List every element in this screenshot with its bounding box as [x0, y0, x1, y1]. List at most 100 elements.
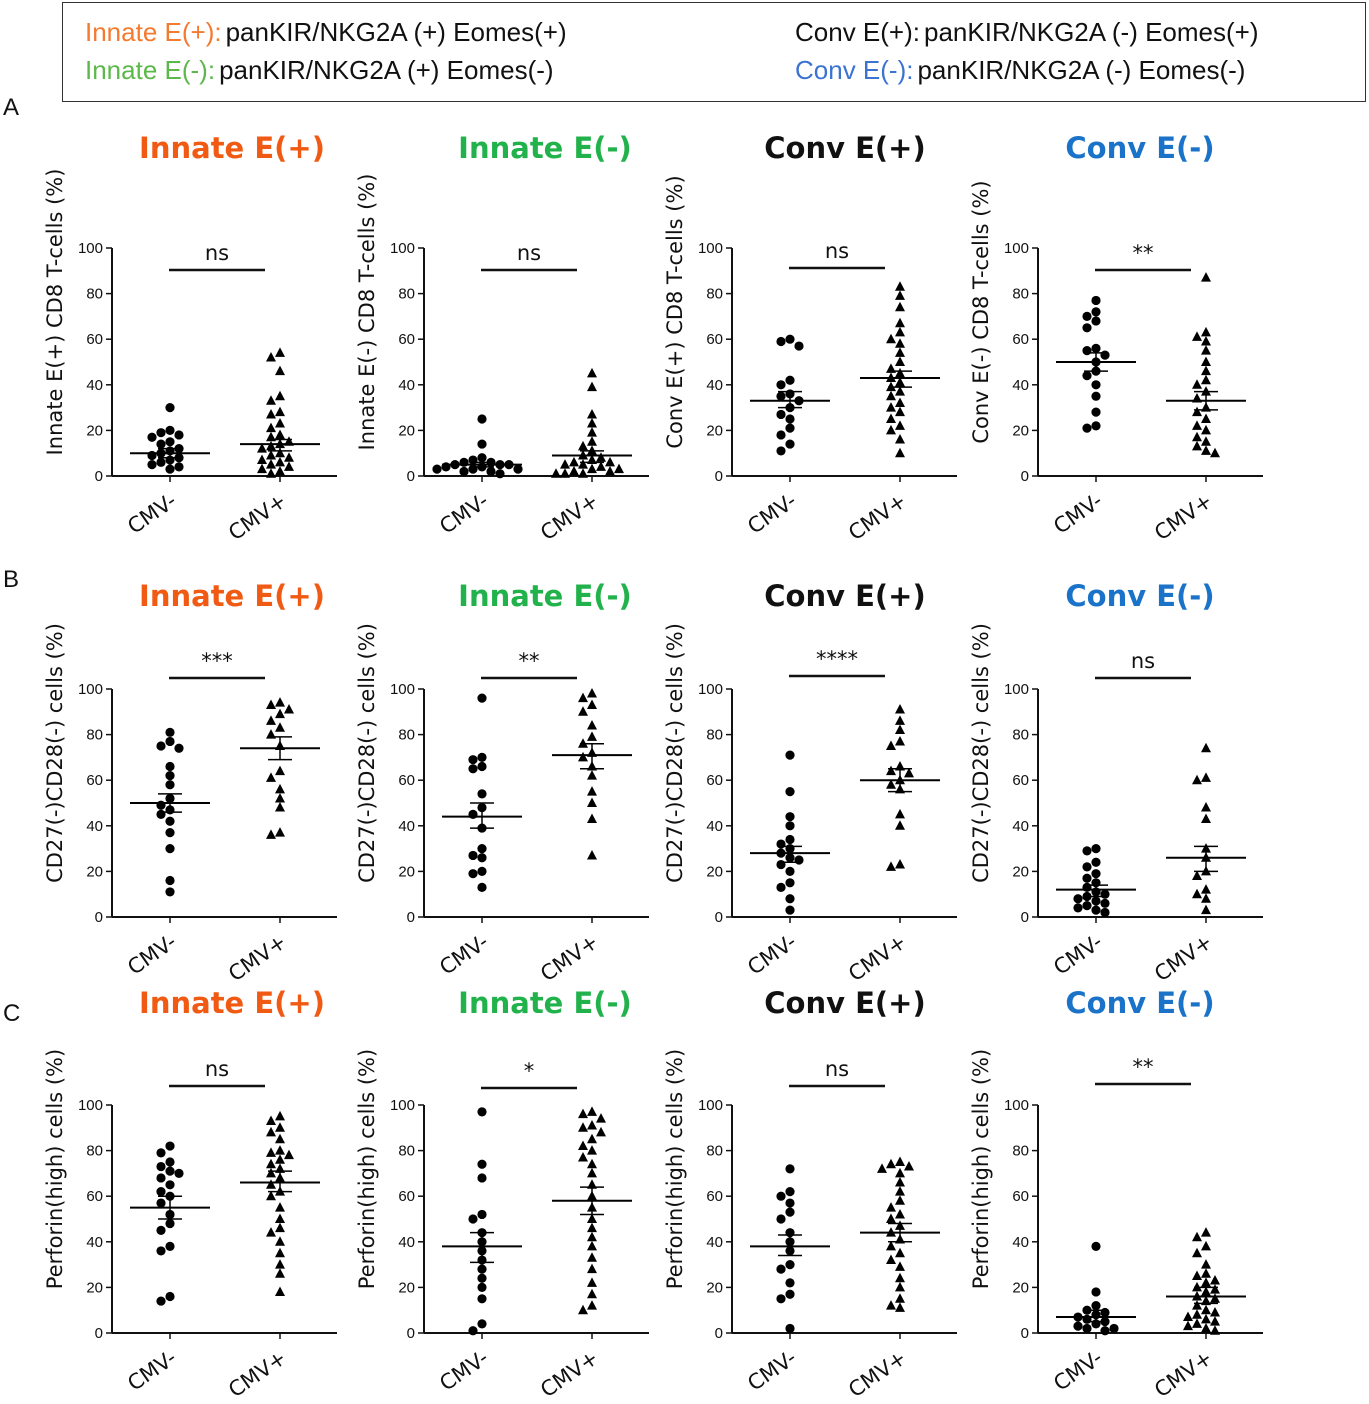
data-point-cmv-pos	[895, 338, 905, 348]
y-tick-label: 80	[1012, 1143, 1029, 1160]
data-point-cmv-neg	[165, 403, 175, 413]
y-tick-label: 40	[1012, 377, 1029, 394]
data-point-cmv-neg	[156, 1198, 166, 1208]
data-point-cmv-pos	[569, 456, 579, 467]
data-point-cmv-pos	[560, 468, 570, 478]
data-point-cmv-pos	[266, 1158, 276, 1169]
data-point-cmv-neg	[785, 1323, 795, 1334]
data-point-cmv-pos	[1201, 772, 1211, 782]
data-point-cmv-pos	[551, 468, 561, 478]
data-point-cmv-pos	[587, 1231, 597, 1242]
data-point-cmv-pos	[904, 1161, 914, 1171]
data-point-cmv-neg	[477, 882, 487, 892]
data-point-cmv-neg	[477, 1107, 487, 1117]
y-tick-label: 20	[398, 863, 415, 880]
data-point-cmv-neg	[1082, 873, 1092, 883]
chart-title: Innate E(+)	[139, 131, 325, 165]
data-point-cmv-pos	[587, 418, 597, 428]
data-point-cmv-pos	[895, 420, 905, 430]
data-point-cmv-neg	[156, 1173, 166, 1183]
y-tick-label: 20	[86, 422, 103, 439]
data-point-cmv-neg	[1082, 1323, 1092, 1334]
y-axis-label: Innate E(-) CD8 T-cells (%)	[355, 174, 379, 451]
data-point-cmv-pos	[266, 351, 276, 362]
data-point-cmv-pos	[587, 463, 597, 474]
data-point-cmv-pos	[1201, 365, 1211, 376]
chart-a-4: Conv E(-) 0 20 40 60 80 100 Conv E(-) CD8 T-cel…	[969, 131, 1263, 545]
y-tick-label: 80	[706, 1143, 723, 1160]
data-point-cmv-pos	[587, 770, 597, 780]
data-point-cmv-pos	[266, 1167, 276, 1178]
data-point-cmv-pos	[895, 434, 905, 444]
data-point-cmv-pos	[886, 1300, 896, 1310]
y-tick-label: 20	[398, 422, 415, 439]
data-point-cmv-pos	[266, 1179, 276, 1189]
data-point-cmv-pos	[1201, 335, 1211, 346]
y-axis-label: CD27(-)CD28(-) cells (%)	[43, 623, 67, 883]
data-point-cmv-neg	[477, 453, 487, 463]
data-point-cmv-neg	[477, 1294, 487, 1304]
x-category-label: CMV+	[1150, 929, 1217, 986]
data-point-cmv-neg	[1082, 901, 1092, 911]
data-point-cmv-pos	[266, 395, 276, 405]
y-tick-label: 100	[78, 240, 103, 257]
y-tick-label: 0	[95, 468, 103, 485]
data-point-cmv-neg	[156, 741, 166, 751]
data-point-cmv-neg	[1091, 407, 1101, 417]
significance-label: ***	[201, 649, 233, 673]
data-point-cmv-pos	[895, 386, 905, 396]
data-point-cmv-pos	[275, 792, 285, 803]
data-point-cmv-pos	[587, 1120, 597, 1130]
data-point-cmv-neg	[785, 439, 795, 449]
data-point-cmv-neg	[1100, 1326, 1110, 1336]
data-point-cmv-neg	[477, 1159, 487, 1169]
data-point-cmv-pos	[886, 740, 896, 750]
data-point-cmv-pos	[895, 406, 905, 417]
data-point-cmv-pos	[587, 1300, 597, 1310]
significance-label: ns	[825, 239, 849, 263]
data-point-cmv-pos	[1192, 420, 1202, 430]
data-point-cmv-pos	[1192, 379, 1202, 389]
data-point-cmv-neg	[1100, 1307, 1110, 1318]
data-point-cmv-pos	[587, 1252, 597, 1262]
data-point-cmv-pos	[266, 699, 276, 709]
data-point-cmv-pos	[266, 449, 276, 460]
legend-item-innate-neg: Innate E(-): panKIR/NKG2A (+) Eomes(-)	[85, 55, 554, 86]
x-category-label: CMV+	[224, 1345, 291, 1402]
y-tick-label: 60	[86, 331, 103, 348]
data-point-cmv-pos	[1192, 1247, 1202, 1258]
y-axis-label: CD27(-)CD28(-) cells (%)	[663, 623, 687, 883]
data-point-cmv-neg	[477, 789, 487, 799]
data-point-cmv-pos	[1201, 356, 1211, 366]
data-point-cmv-neg	[785, 905, 795, 915]
data-point-cmv-neg	[785, 812, 795, 822]
x-category-label: CMV+	[1150, 488, 1217, 545]
data-point-cmv-neg	[165, 780, 175, 790]
legend-box: Innate E(+): panKIR/NKG2A (+) Eomes(+) In…	[62, 2, 1366, 102]
data-point-cmv-neg	[174, 743, 184, 753]
y-tick-label: 60	[706, 1188, 723, 1205]
y-tick-label: 80	[706, 286, 723, 303]
y-tick-label: 100	[698, 681, 723, 698]
legend-desc-conv-neg: panKIR/NKG2A (-) Eomes(-)	[917, 55, 1246, 85]
data-point-cmv-pos	[275, 390, 285, 401]
x-category-label: CMV+	[844, 1345, 911, 1402]
y-tick-label: 60	[706, 331, 723, 348]
data-point-cmv-pos	[257, 454, 267, 465]
data-point-cmv-neg	[1091, 316, 1101, 326]
legend-item-innate-pos: Innate E(+): panKIR/NKG2A (+) Eomes(+)	[85, 17, 567, 48]
data-point-cmv-neg	[1091, 1287, 1101, 1297]
data-point-cmv-pos	[886, 1240, 896, 1251]
data-point-cmv-pos	[1201, 1227, 1211, 1237]
data-point-cmv-pos	[275, 1133, 285, 1144]
data-point-cmv-neg	[785, 1278, 795, 1288]
data-point-cmv-pos	[266, 1227, 276, 1237]
data-point-cmv-neg	[156, 457, 166, 467]
data-point-cmv-neg	[468, 764, 478, 774]
x-category-label: CMV-	[123, 1345, 181, 1395]
data-point-cmv-neg	[477, 844, 487, 854]
data-point-cmv-neg	[785, 423, 795, 433]
data-point-cmv-neg	[1082, 311, 1092, 321]
data-point-cmv-pos	[1201, 374, 1211, 385]
legend-desc-innate-pos: panKIR/NKG2A (+) Eomes(+)	[225, 17, 567, 47]
